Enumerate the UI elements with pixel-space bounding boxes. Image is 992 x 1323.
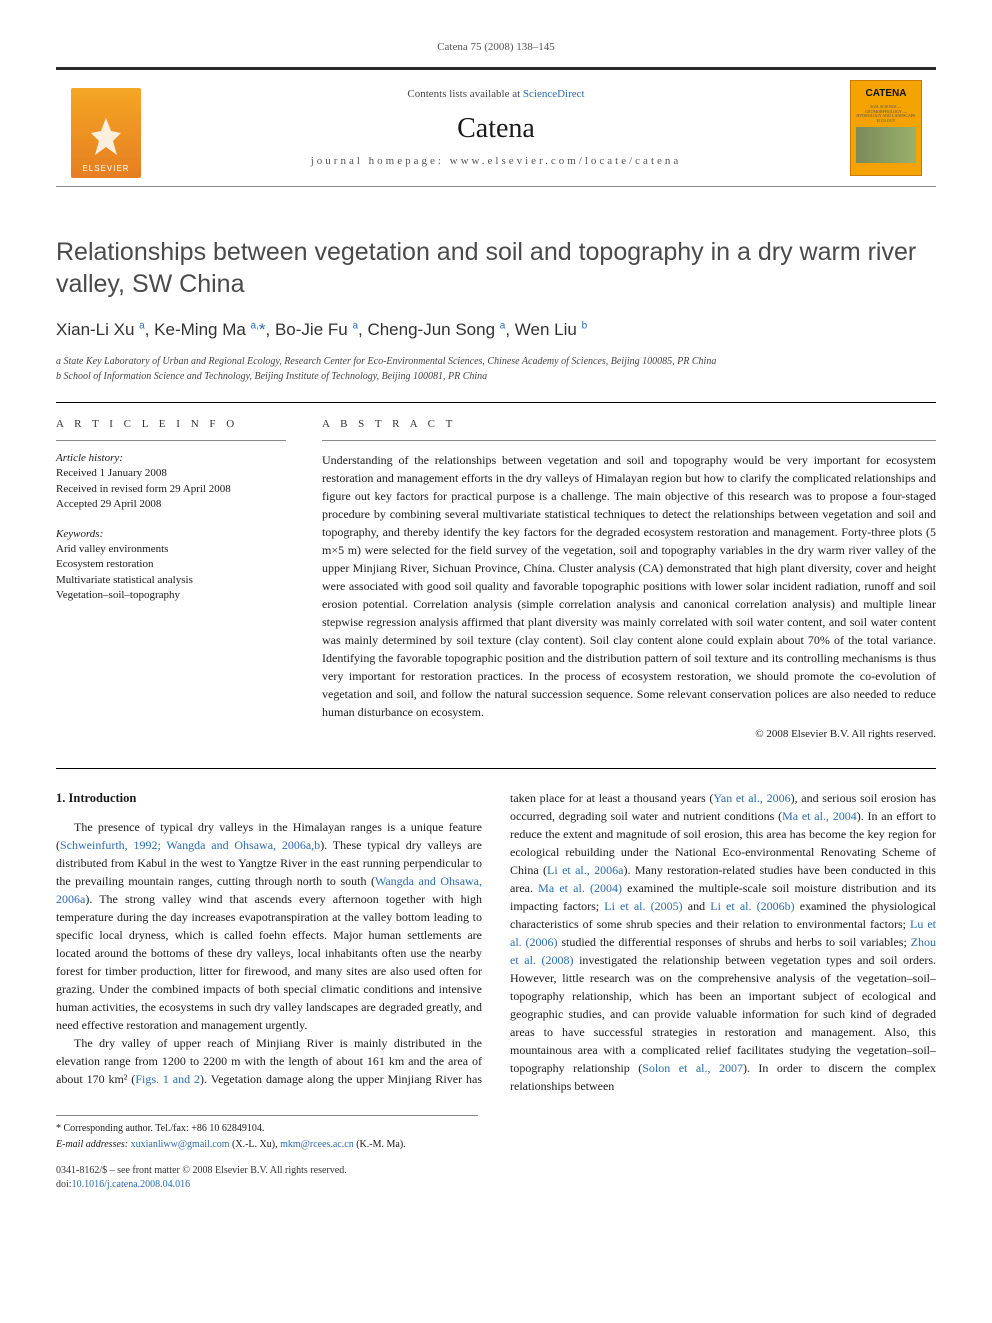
history-received: Received 1 January 2008	[56, 466, 286, 481]
citation-link[interactable]: Ma et al., 2004	[782, 809, 857, 823]
email-link[interactable]: xuxianliww@gmail.com	[131, 1139, 230, 1150]
sciencedirect-link[interactable]: ScienceDirect	[523, 88, 585, 100]
keywords-label: Keywords:	[56, 527, 286, 542]
contents-lists-line: Contents lists available at ScienceDirec…	[407, 87, 584, 102]
elsevier-tree-icon: ELSEVIER	[71, 88, 141, 178]
affiliations: a State Key Laboratory of Urban and Regi…	[56, 354, 936, 384]
citation-link[interactable]: Ma et al. (2004)	[538, 881, 622, 895]
body-divider-rule	[56, 768, 936, 769]
journal-cover-thumb: CATENA SOIL SCIENCE — GEOMORPHOLOGY — HY…	[836, 70, 936, 186]
journal-header: ELSEVIER Contents lists available at Sci…	[56, 67, 936, 187]
keyword-item: Vegetation–soil–topography	[56, 588, 286, 603]
front-matter-line: 0341-8162/$ – see front matter © 2008 El…	[56, 1164, 936, 1192]
citation-link[interactable]: Solon et al., 2007	[642, 1061, 743, 1075]
history-accepted: Accepted 29 April 2008	[56, 497, 286, 512]
email-link[interactable]: mkm@rcees.ac.cn	[280, 1139, 354, 1150]
article-history-label: Article history:	[56, 451, 286, 466]
citation-link[interactable]: Li et al. (2006b)	[710, 899, 794, 913]
affiliation-b: b School of Information Science and Tech…	[56, 369, 936, 384]
figure-ref-link[interactable]: Figs. 1 and 2	[135, 1072, 200, 1086]
article-title: Relationships between vegetation and soi…	[56, 237, 936, 300]
keyword-item: Arid valley environments	[56, 542, 286, 557]
article-info-heading: A R T I C L E I N F O	[56, 417, 286, 432]
doi-link[interactable]: 10.1016/j.catena.2008.04.016	[72, 1179, 191, 1190]
body-two-column: 1. Introduction The presence of typical …	[56, 789, 936, 1095]
history-revised: Received in revised form 29 April 2008	[56, 482, 286, 497]
journal-homepage: journal homepage: www.elsevier.com/locat…	[311, 154, 682, 169]
cover-title: CATENA	[866, 87, 907, 101]
journal-name: Catena	[457, 109, 535, 148]
intro-para-1: The presence of typical dry valleys in t…	[56, 818, 482, 1034]
affiliation-a: a State Key Laboratory of Urban and Regi…	[56, 354, 936, 369]
section-heading-intro: 1. Introduction	[56, 789, 482, 808]
citation-link[interactable]: Li et al., 2006a	[547, 863, 623, 877]
abstract-heading: A B S T R A C T	[322, 417, 936, 432]
keyword-item: Ecosystem restoration	[56, 557, 286, 572]
cover-image-icon	[856, 127, 916, 163]
meta-rule	[322, 440, 936, 441]
citation-link[interactable]: Yan et al., 2006	[713, 791, 790, 805]
author-list: Xian-Li Xu a, Ke-Ming Ma a,*, Bo-Jie Fu …	[56, 318, 936, 342]
citation-link[interactable]: Schweinfurth, 1992; Wangda and Ohsawa, 2…	[60, 838, 320, 852]
abstract-text: Understanding of the relationships betwe…	[322, 451, 936, 721]
divider-rule	[56, 402, 936, 403]
corresponding-author-footnote: * Corresponding author. Tel./fax: +86 10…	[56, 1115, 478, 1152]
publisher-logo: ELSEVIER	[56, 70, 156, 186]
abstract-copyright: © 2008 Elsevier B.V. All rights reserved…	[322, 727, 936, 742]
running-citation: Catena 75 (2008) 138–145	[56, 40, 936, 55]
citation-link[interactable]: Li et al. (2005)	[604, 899, 682, 913]
meta-rule	[56, 440, 286, 441]
cover-subtitle: SOIL SCIENCE — GEOMORPHOLOGY — HYDROLOGY…	[855, 105, 917, 123]
keyword-item: Multivariate statistical analysis	[56, 573, 286, 588]
corr-author-line: * Corresponding author. Tel./fax: +86 10…	[56, 1122, 478, 1136]
email-line: E-mail addresses: xuxianliww@gmail.com (…	[56, 1138, 478, 1152]
